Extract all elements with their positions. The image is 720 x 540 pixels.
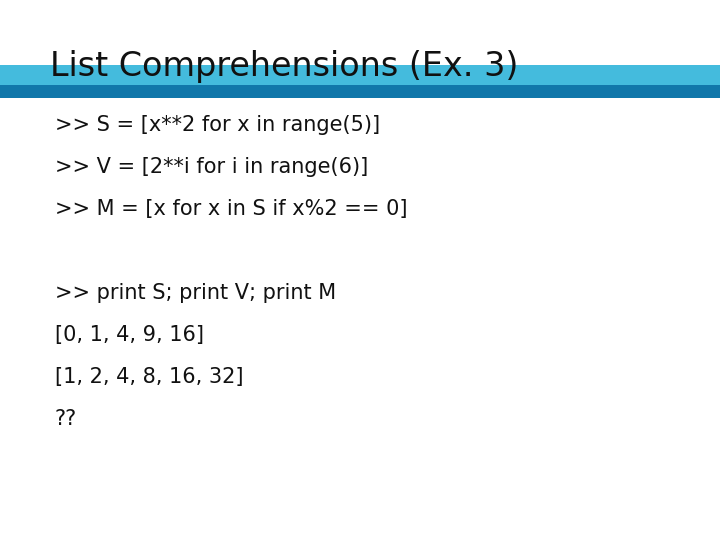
Text: [1, 2, 4, 8, 16, 32]: [1, 2, 4, 8, 16, 32]: [55, 367, 243, 387]
Text: >> print S; print V; print M: >> print S; print V; print M: [55, 283, 336, 303]
Text: >> M = [x for x in S if x%2 == 0]: >> M = [x for x in S if x%2 == 0]: [55, 199, 408, 219]
Text: List Comprehensions (Ex. 3): List Comprehensions (Ex. 3): [50, 50, 518, 83]
Bar: [0, 85, 720, 98]
Text: >> S = [x**2 for x in range(5)]: >> S = [x**2 for x in range(5)]: [55, 115, 380, 135]
Bar: [0, 65, 720, 85]
Text: >> V = [2**i for i in range(6)]: >> V = [2**i for i in range(6)]: [55, 157, 368, 177]
Text: ??: ??: [55, 409, 77, 429]
Text: [0, 1, 4, 9, 16]: [0, 1, 4, 9, 16]: [55, 325, 204, 345]
